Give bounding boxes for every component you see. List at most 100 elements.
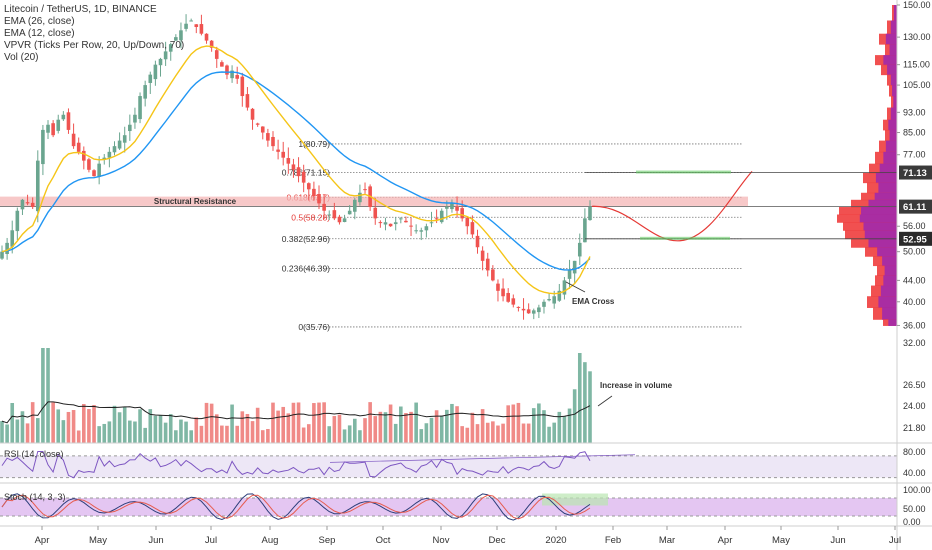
- volume-bar: [220, 425, 224, 443]
- volume-bar: [122, 406, 127, 443]
- price-tick-label: 40.00: [903, 297, 926, 307]
- candle-body: [506, 292, 510, 302]
- candle-body: [337, 216, 342, 223]
- volume-bar: [342, 429, 347, 443]
- volume-label: Increase in volume: [600, 381, 673, 390]
- volume-bar: [404, 413, 408, 443]
- candle-body: [404, 220, 408, 223]
- indicator-ema12-label[interactable]: EMA (12, close): [4, 28, 75, 39]
- candle-body: [583, 218, 587, 243]
- candle-body: [373, 207, 378, 219]
- volume-bar: [572, 389, 577, 443]
- stoch-k-line: [1, 493, 591, 521]
- price-marker: 71.13: [899, 165, 932, 180]
- candle-body: [179, 30, 183, 41]
- rsi-tick-label: 40.00: [903, 468, 926, 478]
- candle-body: [291, 164, 296, 170]
- candle-body: [557, 290, 562, 301]
- rsi-trendline: [329, 454, 636, 463]
- volume-bar: [209, 403, 214, 443]
- vpvr-row-up: [885, 140, 897, 153]
- volume-bar: [41, 348, 45, 443]
- indicator-ema26-label[interactable]: EMA (26, close): [4, 16, 75, 27]
- candle-body: [133, 114, 137, 123]
- vpvr-row-up: [889, 129, 897, 142]
- volume-bar: [148, 409, 153, 443]
- stoch-d-line: [1, 494, 591, 520]
- ema-cross-label: EMA Cross: [572, 297, 615, 306]
- candle-body: [158, 58, 163, 66]
- candle-body: [122, 135, 127, 143]
- fib-level-label: 1(80.79): [298, 139, 330, 149]
- price-marker: 61.11: [899, 199, 932, 214]
- fib-level-label: 0.5(58.28): [291, 212, 330, 222]
- indicator-vol-label[interactable]: Vol (20): [4, 52, 39, 63]
- volume-tick-label: 26.50: [903, 380, 926, 390]
- vpvr-row-up: [890, 74, 897, 86]
- volume-bar: [225, 425, 229, 443]
- volume-bar: [107, 421, 112, 443]
- candle-body: [577, 242, 582, 257]
- time-tick-label: Oct: [376, 535, 391, 546]
- volume-bar: [189, 430, 193, 443]
- vpvr-row-up: [874, 192, 897, 201]
- volume-bar: [496, 425, 500, 443]
- volume-bar: [327, 426, 332, 443]
- candle-body: [485, 258, 490, 271]
- candle-body: [271, 136, 275, 147]
- candle-body: [214, 50, 219, 59]
- vpvr-row-up: [859, 214, 897, 223]
- candle-body: [138, 96, 142, 120]
- volume-bar: [250, 421, 255, 443]
- volume-bar: [501, 423, 505, 443]
- symbol-title: Litecoin / TetherUS, 1D, BINANCE: [4, 4, 157, 15]
- volume-bar: [337, 414, 342, 443]
- stoch-tick-label: 100.00: [903, 485, 931, 495]
- candle-body: [112, 146, 117, 153]
- candle-body: [199, 24, 204, 34]
- volume-bar: [414, 402, 418, 443]
- candle-body: [35, 160, 40, 212]
- volume-bar: [204, 402, 209, 443]
- volume-bar: [255, 407, 260, 443]
- rsi-tick-label: 80.00: [903, 447, 926, 457]
- vpvr-row-up: [884, 265, 897, 276]
- stoch-tick-label: 50.00: [903, 504, 926, 514]
- volume-bar: [531, 408, 536, 443]
- candle-body: [424, 226, 429, 231]
- candle-body: [163, 51, 168, 60]
- volume-bar: [184, 421, 188, 443]
- volume-bar: [46, 348, 50, 443]
- volume-bar: [317, 402, 321, 443]
- volume-bar: [179, 419, 183, 443]
- vpvr-row-up: [861, 207, 897, 216]
- candle-body: [61, 114, 66, 120]
- candle-body: [276, 149, 280, 152]
- price-tick-label: 44.00: [903, 275, 926, 285]
- candle-body: [470, 222, 475, 235]
- time-tick-label: Nov: [433, 535, 450, 546]
- volume-bar: [557, 411, 562, 443]
- vpvr-row-up: [879, 163, 897, 174]
- volume-bar: [286, 413, 291, 443]
- indicator-vpvr-label[interactable]: VPVR (Ticks Per Row, 20, Up/Down, 70): [4, 40, 185, 51]
- vpvr-row-up: [877, 247, 897, 257]
- volume-bar: [214, 414, 219, 443]
- volume-bar: [485, 422, 490, 443]
- candle-body: [286, 158, 291, 164]
- time-tick-label: 2020: [545, 535, 566, 546]
- volume-bar: [296, 402, 301, 443]
- price-tick-label: 85.00: [903, 128, 926, 138]
- volume-tick-label: 24.00: [903, 401, 926, 411]
- svg-text:52.95: 52.95: [903, 234, 927, 245]
- vpvr-row-up: [885, 33, 897, 45]
- candle-body: [230, 70, 234, 79]
- volume-bar: [82, 404, 86, 443]
- candle-body: [255, 123, 260, 125]
- vpvr-row-up: [893, 5, 897, 21]
- candle-body: [475, 235, 480, 248]
- vpvr-row-up: [878, 296, 897, 308]
- time-axis[interactable]: Apr May Jun Jul Aug Sep Oct Nov Dec 2020 Feb Mar Apr…: [35, 526, 901, 546]
